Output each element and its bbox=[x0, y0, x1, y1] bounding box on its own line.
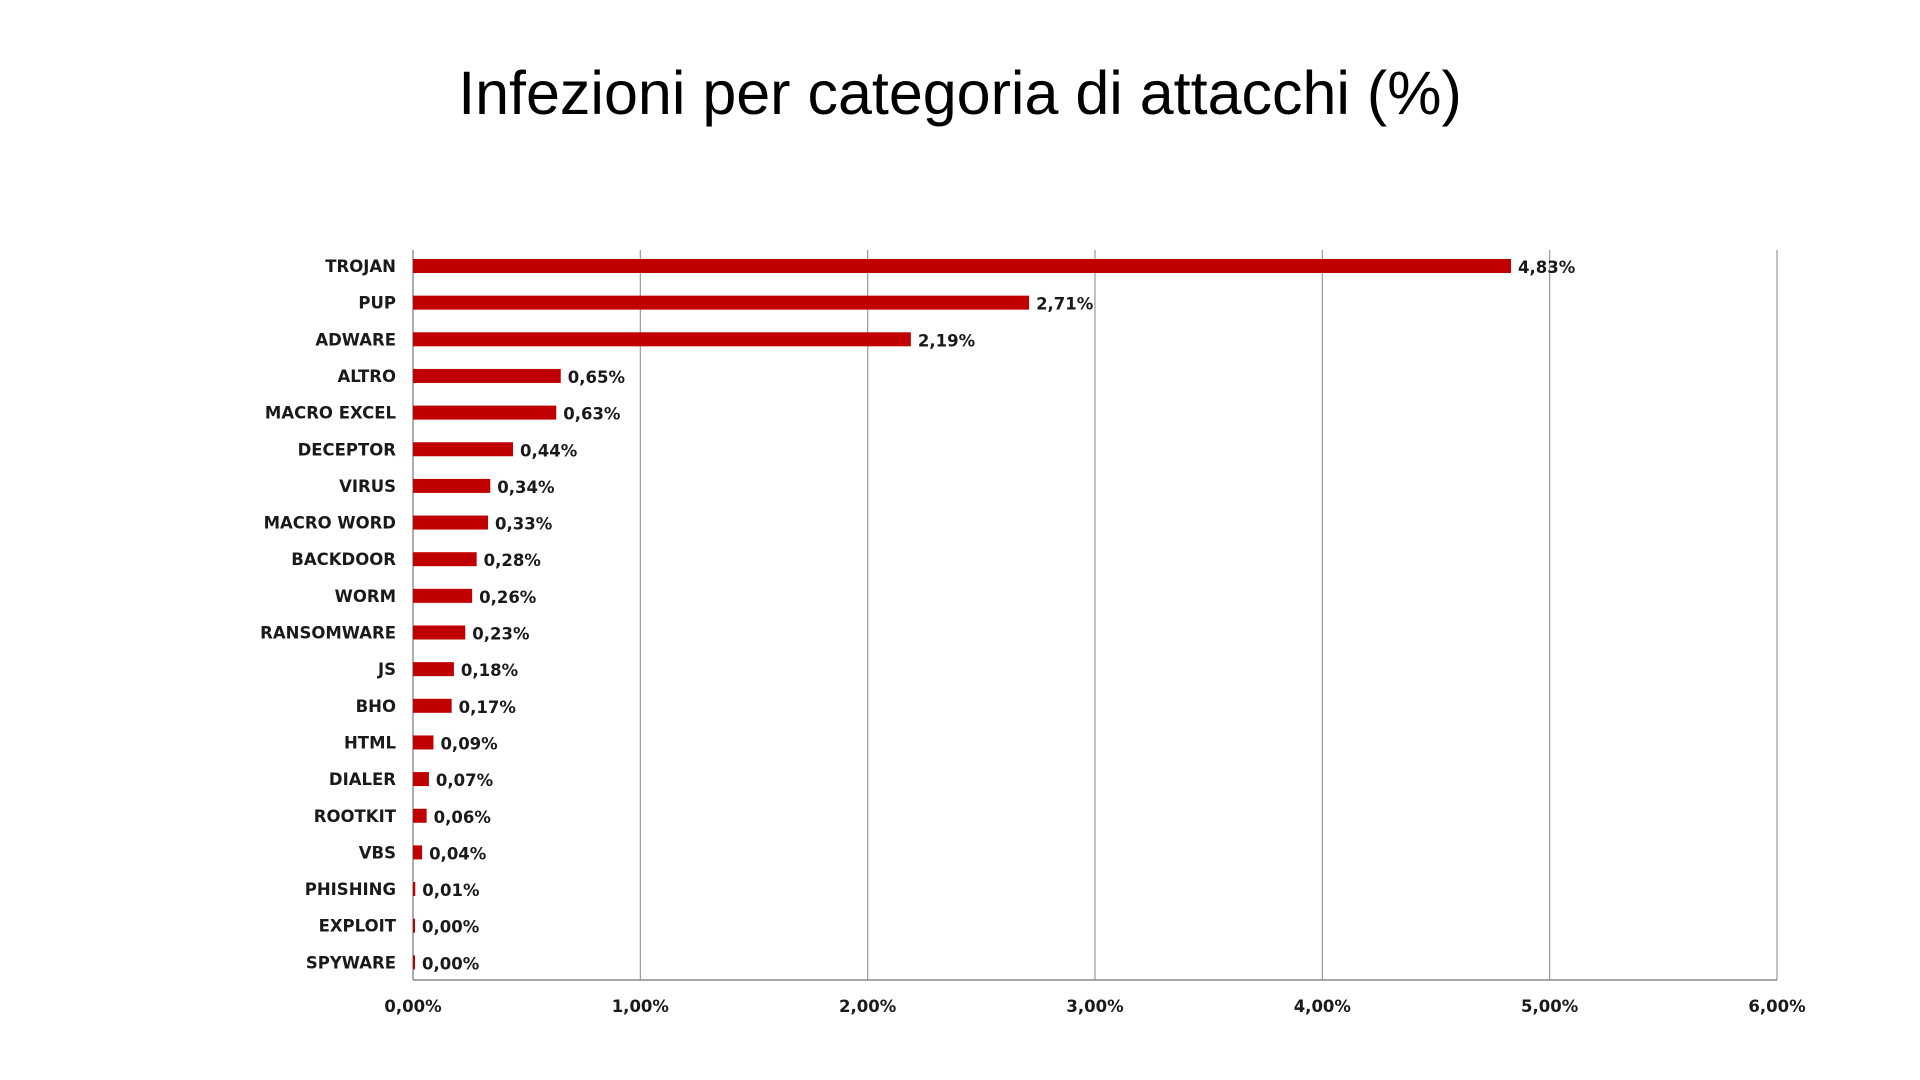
bar bbox=[413, 405, 557, 420]
bar bbox=[413, 882, 416, 897]
category-label: JS bbox=[377, 660, 396, 679]
data-label: 0,04% bbox=[429, 844, 487, 863]
bar bbox=[413, 478, 491, 493]
x-tick-label: 0,00% bbox=[384, 997, 442, 1016]
category-label: ADWARE bbox=[315, 330, 396, 349]
data-label: 2,19% bbox=[918, 331, 976, 350]
x-tick-label: 5,00% bbox=[1521, 997, 1579, 1016]
labels: 0,00% 1,00% 2,00% 3,00% 4,00% 5,00% 6,00% TROJA… bbox=[260, 257, 1806, 1016]
category-label: DECEPTOR bbox=[298, 440, 397, 459]
category-label: BHO bbox=[356, 697, 396, 716]
chart-title: Infezioni per categoria di attacchi (%) bbox=[458, 59, 1462, 127]
bar bbox=[413, 625, 466, 640]
category-label: WORM bbox=[335, 587, 396, 606]
bar bbox=[413, 808, 427, 823]
category-label: PHISHING bbox=[305, 880, 396, 899]
bar bbox=[413, 918, 415, 933]
category-label: VBS bbox=[359, 843, 396, 862]
bar bbox=[413, 588, 473, 603]
data-label: 4,83% bbox=[1518, 258, 1576, 277]
data-label: 0,34% bbox=[497, 478, 555, 497]
data-label: 0,17% bbox=[459, 698, 517, 717]
category-label: ROOTKIT bbox=[314, 807, 397, 826]
category-label: PUP bbox=[358, 294, 396, 313]
bar bbox=[413, 698, 452, 713]
bar bbox=[413, 845, 423, 860]
bars bbox=[413, 259, 1512, 970]
x-tick-label: 4,00% bbox=[1294, 997, 1352, 1016]
data-label: 0,09% bbox=[440, 734, 498, 753]
data-label: 0,00% bbox=[422, 918, 480, 937]
x-tick-label: 3,00% bbox=[1066, 997, 1124, 1016]
bar bbox=[413, 772, 429, 787]
category-label: RANSOMWARE bbox=[260, 624, 396, 643]
data-label: 0,18% bbox=[461, 661, 519, 680]
category-label: ALTRO bbox=[337, 367, 396, 386]
category-label: MACRO WORD bbox=[264, 514, 396, 533]
data-label: 0,23% bbox=[472, 625, 530, 644]
category-label: HTML bbox=[344, 733, 396, 752]
data-label: 0,07% bbox=[436, 771, 494, 790]
category-label: DIALER bbox=[329, 770, 396, 789]
category-label: VIRUS bbox=[339, 477, 396, 496]
bar bbox=[413, 662, 454, 677]
data-label: 0,28% bbox=[484, 551, 542, 570]
bar bbox=[413, 368, 561, 383]
category-label: BACKDOOR bbox=[291, 550, 396, 569]
bar bbox=[413, 515, 489, 530]
data-label: 0,06% bbox=[434, 808, 492, 827]
data-label: 0,26% bbox=[479, 588, 537, 607]
category-label: EXPLOIT bbox=[319, 917, 397, 936]
x-tick-label: 2,00% bbox=[839, 997, 897, 1016]
data-label: 0,00% bbox=[422, 954, 480, 973]
bar bbox=[413, 552, 477, 567]
bar bbox=[413, 295, 1030, 310]
bar bbox=[413, 442, 514, 457]
data-label: 0,63% bbox=[563, 405, 621, 424]
data-label: 0,44% bbox=[520, 441, 578, 460]
bar bbox=[413, 332, 911, 347]
category-label: TROJAN bbox=[325, 257, 396, 276]
grid-lines bbox=[639, 250, 1778, 980]
x-tick-label: 6,00% bbox=[1748, 997, 1806, 1016]
data-label: 0,33% bbox=[495, 515, 553, 534]
x-tick-label: 1,00% bbox=[612, 997, 670, 1016]
bar bbox=[413, 259, 1512, 273]
category-label: MACRO EXCEL bbox=[265, 404, 397, 423]
data-label: 0,01% bbox=[422, 881, 480, 900]
bar bbox=[413, 735, 434, 750]
data-label: 0,65% bbox=[568, 368, 626, 387]
data-label: 2,71% bbox=[1036, 295, 1094, 314]
bar bbox=[413, 955, 415, 970]
category-label: SPYWARE bbox=[306, 953, 396, 972]
